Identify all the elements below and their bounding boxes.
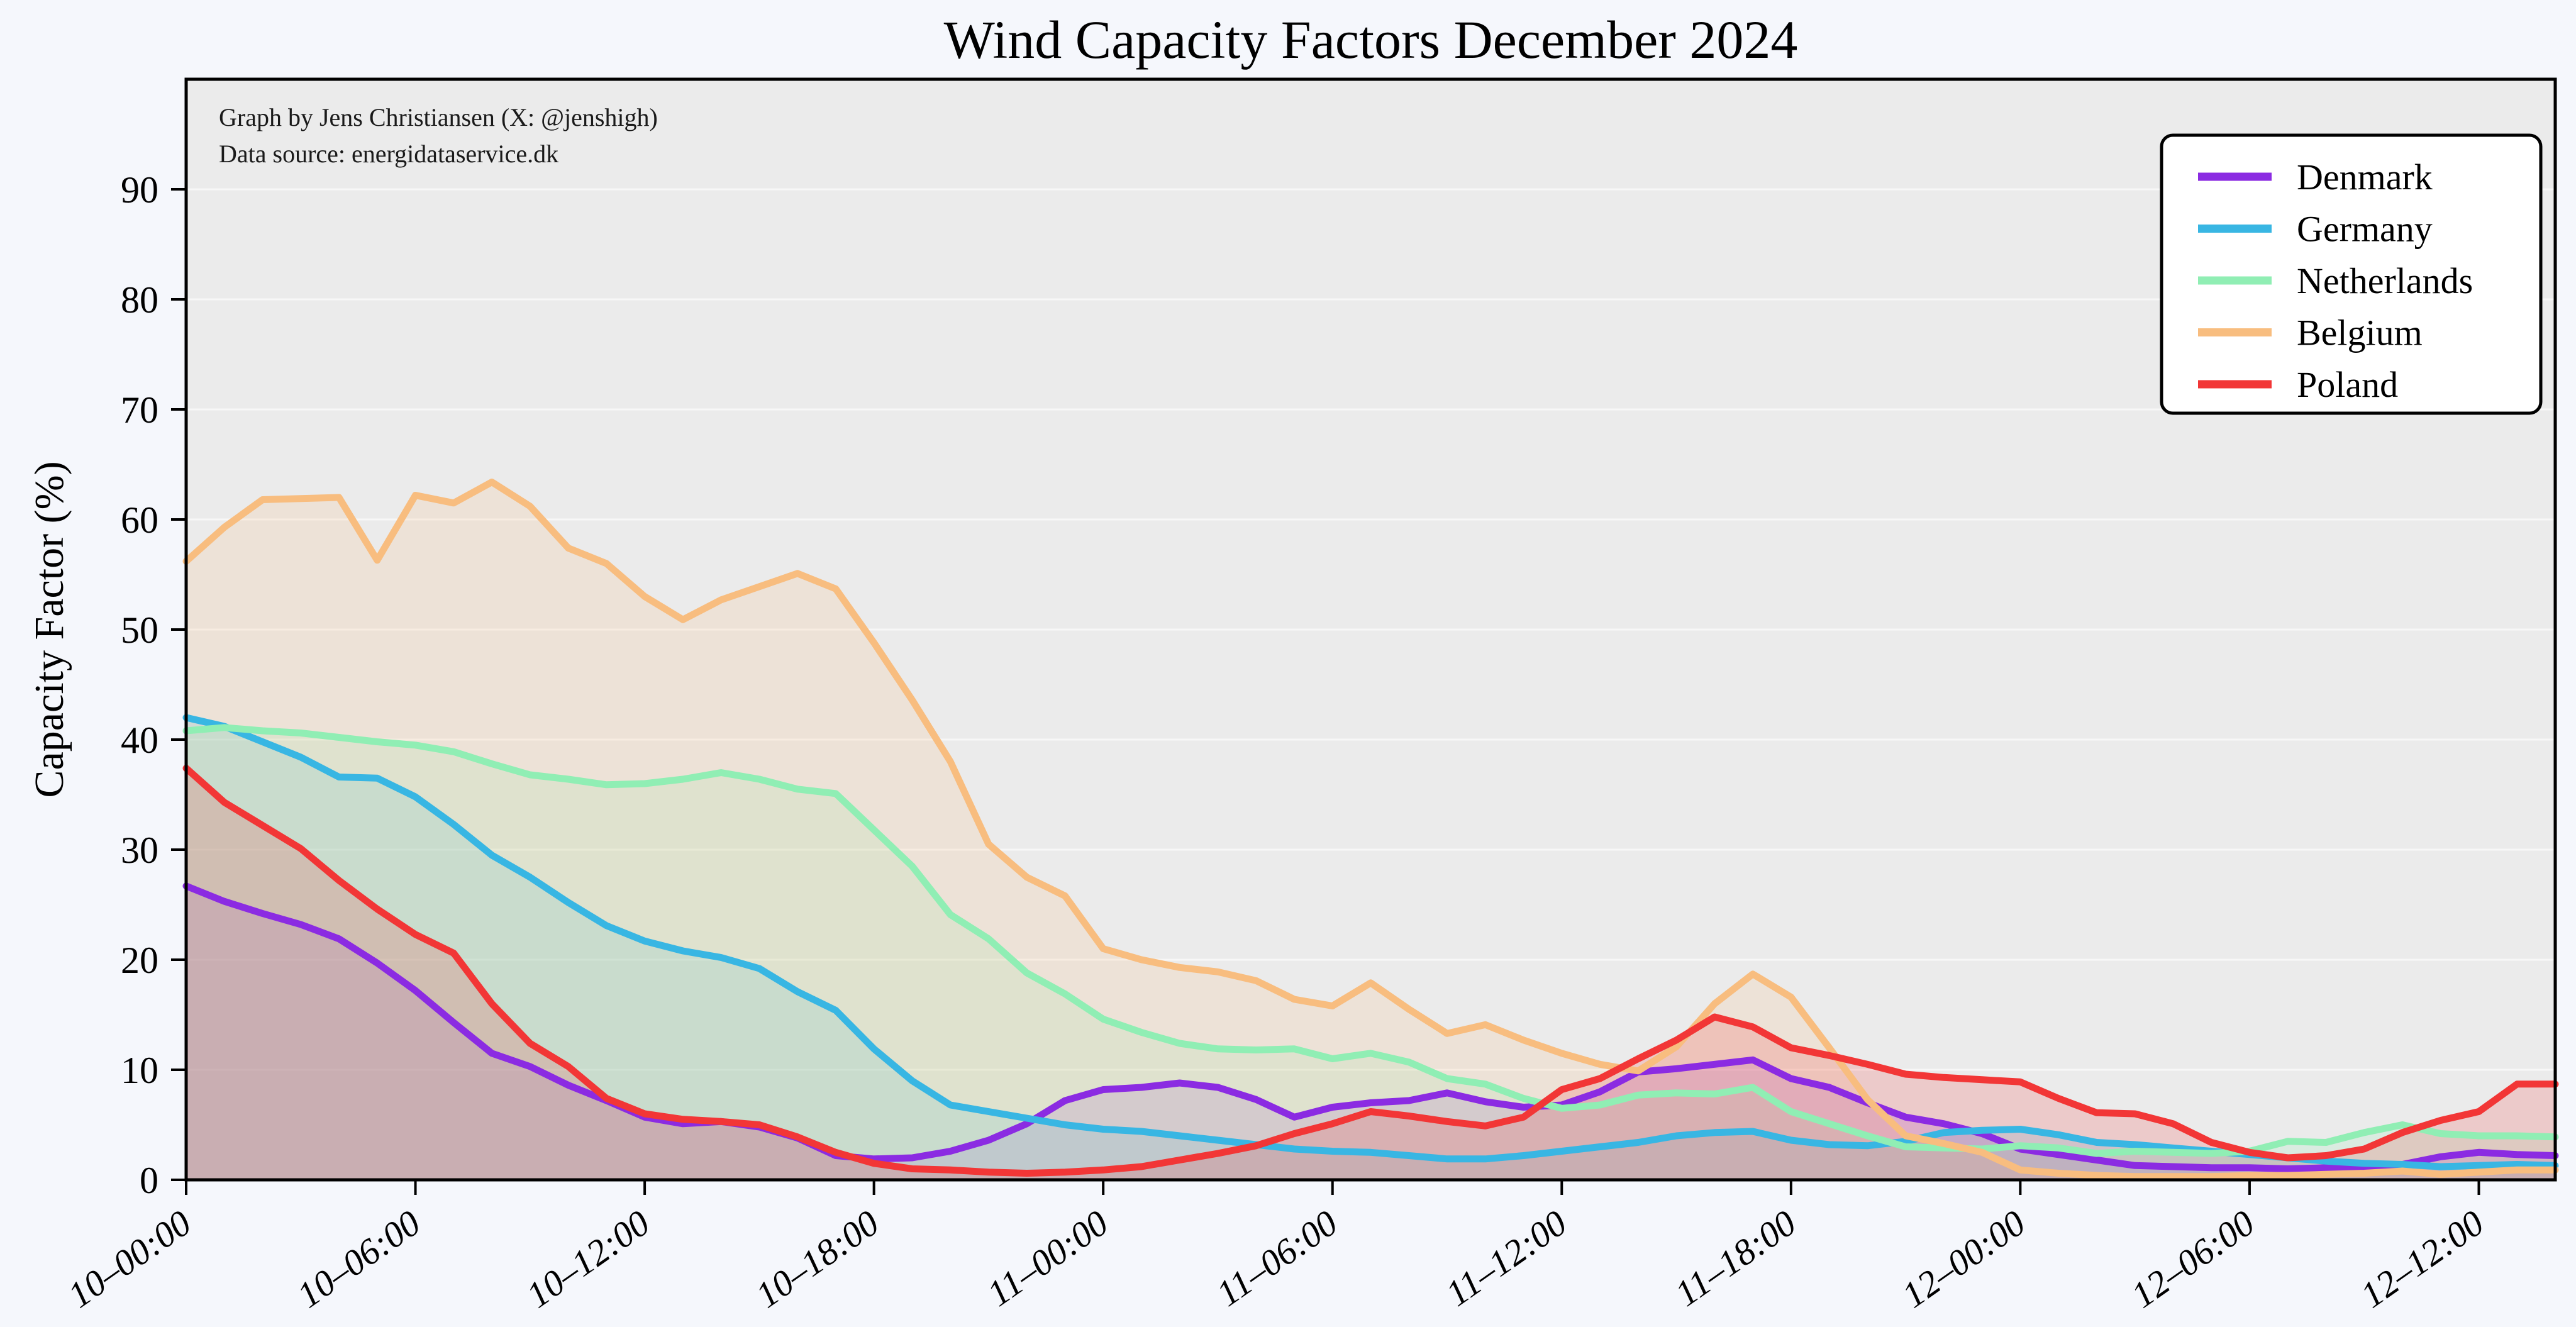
area-denmark	[186, 886, 2555, 1180]
ytick-label-90: 90	[121, 169, 158, 211]
y-axis-label: Capacity Factor (%)	[26, 461, 72, 797]
annotation-source: Data source: energidataservice.dk	[219, 140, 558, 168]
ytick-label-50: 50	[121, 609, 158, 651]
xtick-label-8: 12–00:00	[1894, 1202, 2032, 1316]
legend-label-poland: Poland	[2297, 364, 2398, 405]
xtick-label-1: 10–06:00	[290, 1202, 428, 1316]
ytick-label-70: 70	[121, 389, 158, 431]
legend-label-netherlands: Netherlands	[2297, 260, 2473, 301]
gridlines	[186, 188, 2555, 1071]
line-denmark	[182, 882, 2559, 1172]
xtick-label-5: 11–06:00	[1209, 1202, 1345, 1314]
ytick-label-20: 20	[121, 940, 158, 981]
x-tick-labels: 10–00:00 10–06:00 10–12:00 10–18:00 11–00:00…	[60, 1202, 2491, 1316]
line-belgium	[182, 479, 2559, 1180]
y-tick-labels: 0 10 20 30 40 50 60 70 80 90	[121, 169, 158, 1201]
legend: Denmark Germany Netherlands Belgium Poland	[2160, 133, 2543, 415]
xtick-label-9: 12–06:00	[2124, 1202, 2262, 1316]
ytick-label-30: 30	[121, 830, 158, 871]
area-netherlands	[186, 727, 2555, 1180]
ytick-label-0: 0	[140, 1160, 158, 1201]
xtick-label-3: 10–18:00	[748, 1202, 886, 1316]
xtick-label-2: 10–12:00	[519, 1202, 657, 1316]
xtick-label-0: 10–00:00	[60, 1202, 198, 1316]
legend-label-belgium: Belgium	[2297, 313, 2423, 353]
ytick-label-40: 40	[121, 719, 158, 761]
xtick-label-6: 11–12:00	[1438, 1202, 1574, 1314]
ytick-label-80: 80	[121, 279, 158, 321]
axis-ticks	[171, 188, 2480, 1195]
xtick-label-10: 12–12:00	[2353, 1202, 2491, 1316]
annotation-credit: Graph by Jens Christiansen (X: @jenshigh…	[219, 103, 658, 131]
legend-label-germany: Germany	[2297, 209, 2433, 250]
area-germany	[186, 718, 2555, 1180]
ytick-label-60: 60	[121, 499, 158, 541]
line-netherlands	[182, 724, 2559, 1157]
series-areas	[186, 482, 2555, 1180]
area-belgium	[186, 482, 2555, 1180]
legend-box	[2160, 133, 2543, 415]
line-poland	[182, 765, 2559, 1177]
area-poland	[186, 768, 2555, 1180]
line-germany	[182, 714, 2559, 1170]
series-lines	[182, 479, 2559, 1180]
xtick-label-7: 11–18:00	[1667, 1202, 1803, 1314]
xtick-label-4: 11–00:00	[980, 1202, 1116, 1314]
legend-label-denmark: Denmark	[2297, 157, 2433, 197]
ytick-label-10: 10	[121, 1050, 158, 1091]
chart-title: Wind Capacity Factors December 2024	[944, 9, 1798, 70]
